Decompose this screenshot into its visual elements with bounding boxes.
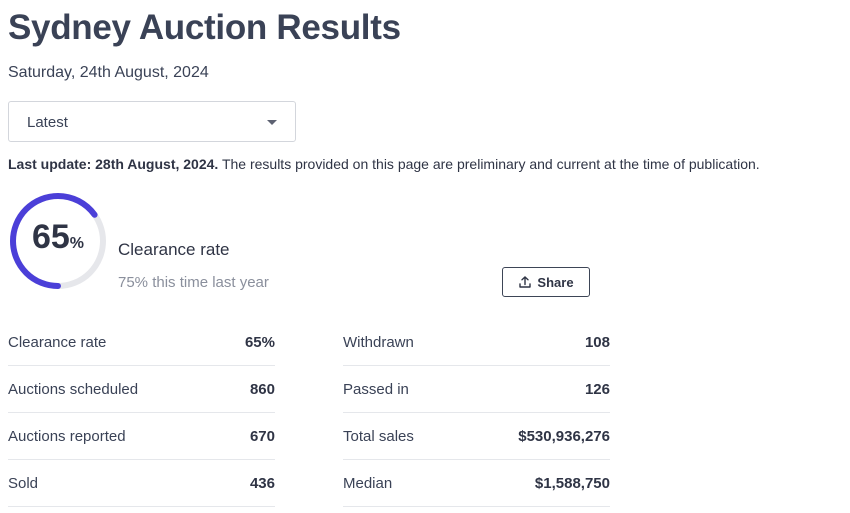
auction-date: Saturday, 24th August, 2024 bbox=[8, 64, 209, 81]
share-label: Share bbox=[537, 274, 574, 290]
stats-table-left: Clearance rate 65% Auctions scheduled 860 … bbox=[8, 319, 275, 507]
select-value: Latest bbox=[27, 114, 68, 131]
stat-row: Passed in 126 bbox=[343, 366, 610, 413]
stat-value: 670 bbox=[249, 427, 275, 445]
stat-label: Total sales bbox=[343, 427, 414, 445]
stat-row: Sold 436 bbox=[8, 460, 275, 507]
page-title: Sydney Auction Results bbox=[8, 8, 401, 47]
last-year-comparison: 75% this time last year bbox=[118, 274, 269, 291]
stat-label: Auctions scheduled bbox=[8, 380, 139, 398]
stat-row: Withdrawn 108 bbox=[343, 319, 610, 366]
results-period-select[interactable]: Latest bbox=[8, 101, 296, 142]
clearance-rate-label: Clearance rate bbox=[118, 240, 230, 259]
stat-value: $530,936,276 bbox=[518, 427, 610, 445]
stat-value: 65% bbox=[244, 333, 275, 351]
percent-sign: % bbox=[69, 235, 85, 252]
stat-value: 860 bbox=[249, 380, 275, 398]
stat-label: Auctions reported bbox=[8, 427, 126, 445]
stat-row: Median $1,588,750 bbox=[343, 460, 610, 507]
last-update-text: The results provided on this page are pr… bbox=[218, 156, 760, 172]
stat-label: Clearance rate bbox=[8, 333, 107, 351]
last-update-label: Last update: 28th August, 2024. bbox=[8, 156, 219, 172]
clearance-rate-big: 65% bbox=[8, 218, 108, 257]
stat-value: 108 bbox=[584, 333, 610, 351]
stat-label: Withdrawn bbox=[343, 333, 414, 351]
clearance-rate-ring bbox=[10, 193, 106, 289]
upload-icon bbox=[519, 276, 532, 288]
stat-label: Sold bbox=[8, 474, 39, 492]
stat-label: Median bbox=[343, 474, 393, 492]
share-button[interactable]: Share bbox=[502, 267, 590, 297]
last-update-notice: Last update: 28th August, 2024. The resu… bbox=[8, 156, 760, 172]
stat-row: Auctions reported 670 bbox=[8, 413, 275, 460]
stat-value: 436 bbox=[249, 474, 275, 492]
stat-row: Auctions scheduled 860 bbox=[8, 366, 275, 413]
stat-value: 126 bbox=[584, 380, 610, 398]
ring-progress bbox=[10, 193, 106, 289]
stat-value: $1,588,750 bbox=[534, 474, 610, 492]
stat-row: Total sales $530,936,276 bbox=[343, 413, 610, 460]
stat-label: Passed in bbox=[343, 380, 409, 398]
chevron-down-icon bbox=[267, 120, 277, 125]
stats-table-right: Withdrawn 108 Passed in 126 Total sales $53… bbox=[343, 319, 610, 507]
clearance-rate-number: 65 bbox=[31, 218, 70, 256]
stat-row: Clearance rate 65% bbox=[8, 319, 275, 366]
